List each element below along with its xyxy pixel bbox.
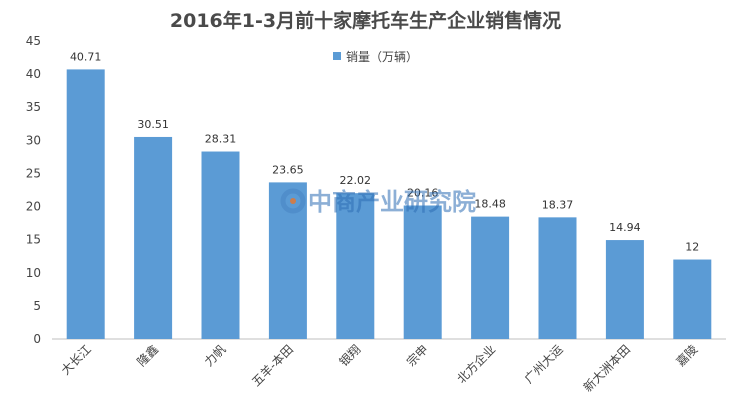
- watermark: 中商产业研究院: [280, 188, 476, 216]
- category-labels: 大长江 隆鑫 力帆 五羊-本田 银翔 宗申 北方企业 广州大运 新大洲本田 嘉陵: [58, 342, 700, 395]
- y-tick-label: 20: [26, 200, 41, 214]
- data-labels: 40.71 30.51 28.31 23.65 22.02 20.16 18.48 18.37…: [70, 50, 699, 253]
- data-label: 40.71: [70, 50, 102, 63]
- data-label: 20.16: [407, 186, 439, 199]
- y-tick-label: 25: [26, 166, 41, 180]
- category-label: 银翔: [337, 342, 364, 369]
- category-label: 广州大运: [522, 342, 566, 386]
- data-label: 22.02: [340, 174, 372, 187]
- bar: [134, 136, 173, 339]
- bar: [538, 217, 577, 339]
- data-label: 30.51: [137, 118, 169, 131]
- y-tick-label: 45: [26, 34, 41, 48]
- data-label: 23.65: [272, 163, 304, 176]
- category-label: 力帆: [201, 342, 229, 370]
- chart-title: 2016年1-3月前十家摩托车生产企业销售情况: [170, 9, 561, 32]
- data-label: 12: [685, 241, 699, 254]
- category-label: 新大洲本田: [580, 342, 633, 395]
- y-tick-label: 5: [33, 299, 41, 313]
- y-tick-label: 35: [26, 100, 41, 114]
- bar: [201, 151, 240, 339]
- category-label: 宗申: [403, 342, 431, 370]
- watermark-text: 中商产业研究院: [308, 188, 476, 216]
- category-label: 隆鑫: [134, 342, 162, 370]
- y-tick-label: 15: [26, 233, 41, 247]
- bar: [66, 69, 105, 339]
- bar: [673, 259, 712, 339]
- data-label: 28.31: [205, 133, 237, 146]
- y-tick-label: 0: [33, 332, 41, 346]
- category-label: 北方企业: [454, 342, 499, 387]
- bar: [403, 205, 442, 339]
- bar: [336, 193, 375, 339]
- y-axis: 0 5 10 15 20 25 30 35 40 45: [26, 34, 41, 346]
- legend-swatch: [333, 52, 341, 60]
- data-label: 18.37: [542, 198, 574, 211]
- y-tick-label: 10: [26, 266, 41, 280]
- category-label: 嘉陵: [674, 342, 701, 369]
- bar: [471, 216, 510, 339]
- category-label: 大长江: [58, 342, 93, 377]
- category-label: 五羊-本田: [248, 342, 296, 390]
- y-tick-label: 40: [26, 67, 41, 81]
- company-logo-icon: [280, 188, 306, 214]
- data-label: 18.48: [474, 198, 506, 211]
- data-label: 14.94: [609, 221, 641, 234]
- legend-label: 销量（万辆）: [346, 50, 418, 64]
- legend: 销量（万辆）: [333, 50, 418, 64]
- bar: [605, 240, 644, 339]
- y-tick-label: 30: [26, 133, 41, 147]
